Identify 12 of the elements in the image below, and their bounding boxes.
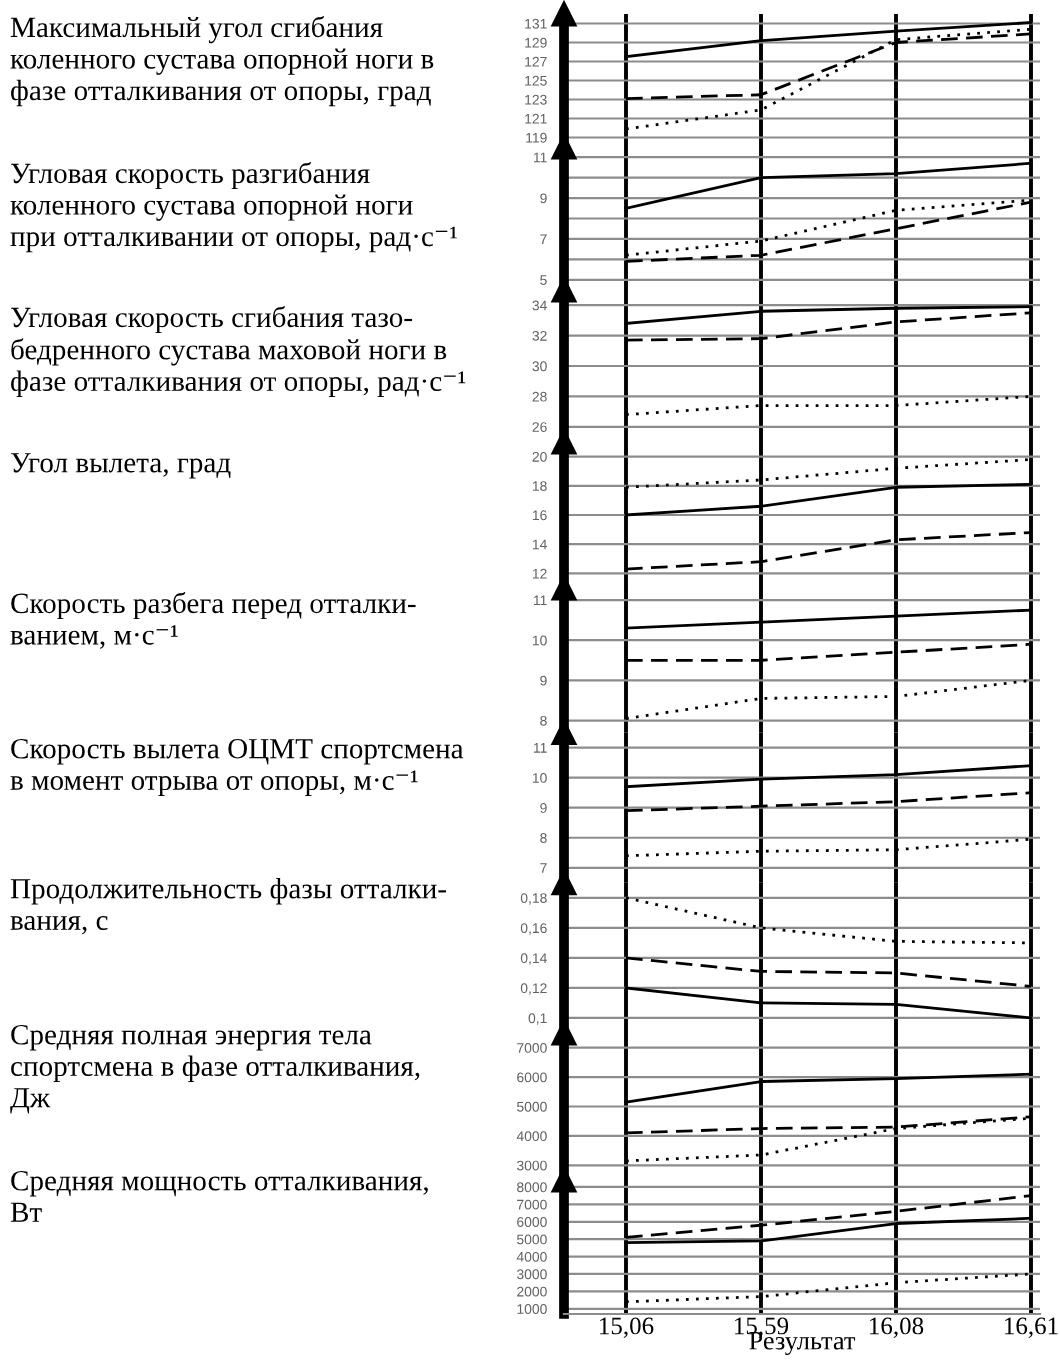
y-axis-title: Скорость вылета ОЦМТ спортсмена в момент отрыва от опоры, м·с⁻¹ (10, 738, 464, 796)
x-tick-label: 16,08 (870, 1317, 924, 1338)
x-tick-label: 15,06 (600, 1317, 654, 1338)
y-axis-title: Угловая скорость сгибания тазо- бедренного сустава маховой ноги в фазе отталкивания от опоры, рад·с⁻¹ (10, 306, 466, 397)
y-axis-title: Угловая скорость разгибания коленного сустава опорной ноги при отталкивании от опоры, рад·с⁻¹ (10, 162, 457, 253)
y-axis-title: Средняя мощность отталкивания, Вт (10, 1170, 428, 1222)
y-axis-title: Средняя полная энергия тела спортсмена в фазе отталкивания, Дж (10, 1024, 420, 1114)
y-axis-title: Угол вылета, град (10, 453, 231, 479)
y-axis-title: Продолжительность фазы отталки- вания, с (10, 878, 446, 935)
y-axis-title: Максимальный угол сгибания коленного сустава опорной ноги в фазе отталкивания от опоры, град (10, 16, 434, 107)
x-tick-label: 16,61 (1005, 1317, 1058, 1338)
y-axis-title: Скорость разбега перед отталки- ванием, м·с⁻¹ (10, 592, 416, 649)
